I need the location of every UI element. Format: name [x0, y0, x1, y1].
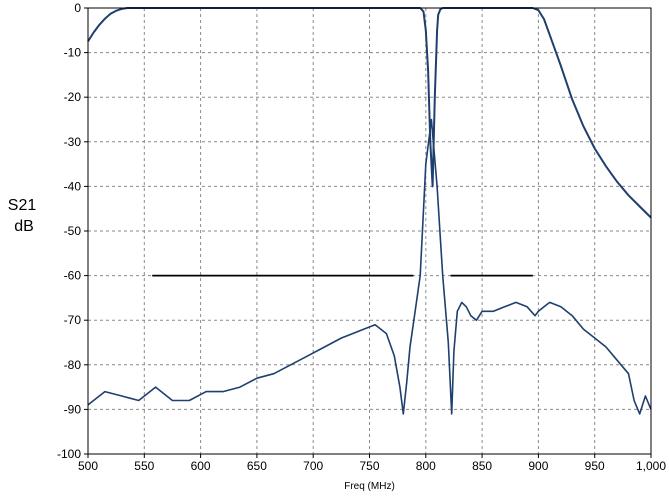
x-tick-label: 650 — [247, 459, 267, 473]
x-tick-label: 550 — [134, 459, 154, 473]
noise-floor-line — [87, 118, 652, 415]
y-tick-label: -10 — [64, 46, 82, 60]
x-tick-label: 900 — [528, 459, 548, 473]
y-tick-label: -100 — [57, 447, 81, 461]
x-tick-label: 950 — [585, 459, 605, 473]
y-tick-label: -60 — [64, 269, 82, 283]
y-tick-label: -30 — [64, 135, 82, 149]
y-tick-label: -70 — [64, 313, 82, 327]
x-tick-label: 1,000 — [636, 459, 666, 473]
x-tick-label: 700 — [303, 459, 323, 473]
x-tick-label: 850 — [472, 459, 492, 473]
y-axis-label-line2: dB — [14, 218, 34, 235]
y-tick-label: 0 — [74, 1, 81, 15]
y-tick-label: -40 — [64, 179, 82, 193]
y-axis-label-line1: S21 — [8, 197, 37, 214]
y-tick-label: -50 — [64, 224, 82, 238]
y-axis-ticks: 0 -10 -20 -30 -40 -50 -60 -70 -80 -90 -100 — [57, 1, 88, 461]
x-axis-label: Freq (MHz) — [344, 481, 395, 492]
x-tick-label: 750 — [359, 459, 379, 473]
x-tick-label: 800 — [416, 459, 436, 473]
x-axis-ticks: 500 550 600 650 700 750 800 850 900 950 1,000 — [78, 454, 666, 473]
y-tick-label: -20 — [64, 90, 82, 104]
grid-lines — [88, 8, 651, 454]
y-tick-label: -90 — [64, 402, 82, 416]
y-tick-label: -80 — [64, 358, 82, 372]
x-tick-label: 600 — [191, 459, 211, 473]
x-tick-label: 500 — [78, 459, 98, 473]
